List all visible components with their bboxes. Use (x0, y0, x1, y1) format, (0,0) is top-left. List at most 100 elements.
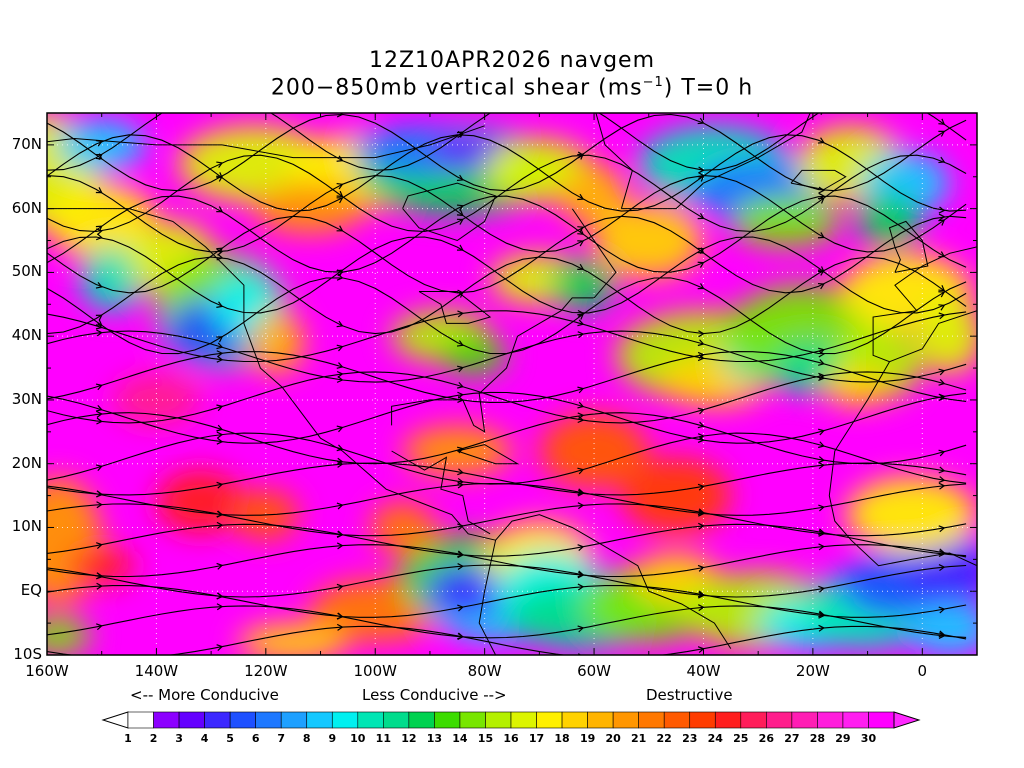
streamline-arrow (577, 489, 585, 497)
colorbar-swatch (638, 711, 665, 729)
streamline-arrow (697, 283, 705, 290)
streamline-arrow (577, 401, 585, 409)
streamline-arrow (456, 446, 464, 454)
colorbar-swatch (587, 711, 614, 729)
streamline-arrow (577, 544, 585, 552)
colorbar-label: 9 (328, 732, 337, 745)
streamline-arrow (818, 428, 825, 436)
streamline-arrow (336, 320, 344, 328)
plot-frame (46, 112, 978, 656)
streamline-arrow (698, 166, 705, 174)
streamline-arrow (336, 623, 344, 631)
streamline-arrow (336, 155, 344, 162)
streamline-arrow (336, 225, 344, 232)
streamline-arrow (95, 404, 103, 412)
legend-destructive: Destructive (646, 686, 733, 704)
chart-title-line1: 12Z10APR2026 navgem (368, 48, 656, 73)
coastline (391, 450, 491, 535)
streamline-arrow (336, 375, 344, 383)
colorbar-swatch (434, 711, 461, 729)
streamline-arrow (457, 632, 464, 641)
streamline-arrow (96, 623, 103, 631)
streamline-arrow (457, 563, 464, 571)
streamline (47, 523, 967, 557)
streamline-arrow (216, 481, 224, 489)
y-axis-label: 50N (11, 262, 42, 281)
colorbar-swatch (766, 711, 793, 729)
streamline-arrow (216, 248, 224, 256)
colorbar-swatch (868, 711, 895, 729)
streamline-arrow (95, 139, 103, 147)
streamline-arrow (938, 284, 946, 292)
y-axis-label: EQ (20, 581, 42, 600)
shear-blob (730, 195, 841, 247)
colorbar-swatch (229, 711, 256, 729)
streamline-arrow (96, 490, 103, 498)
colorbar-swatch (383, 711, 410, 729)
colorbar-label: 13 (426, 732, 443, 745)
colorbar-swatch (663, 711, 691, 729)
streamline-arrow (818, 186, 825, 194)
colorbar-label: 5 (226, 732, 234, 745)
streamline (47, 256, 967, 335)
streamline-arrow (96, 542, 103, 549)
streamline-arrow (577, 416, 585, 424)
streamline-arrow (938, 631, 946, 639)
colorbar-label: 29 (835, 732, 851, 745)
streamline-arrow (216, 253, 224, 261)
colorbar-label: 1 (124, 732, 132, 745)
title2-prefix: 200−850mb vertical shear (ms (270, 75, 643, 101)
streamline-arrow (456, 340, 464, 347)
streamline-arrow (577, 331, 585, 339)
coastline (790, 169, 847, 191)
y-axis-label: 10S (13, 645, 42, 663)
streamline-arrow (577, 625, 585, 633)
streamline-arrow (938, 482, 946, 490)
streamline-arrow (938, 213, 946, 221)
streamline-arrow (336, 269, 344, 277)
shear-blob (238, 623, 348, 655)
shear-blob (823, 368, 890, 407)
streamline-arrow (938, 118, 946, 125)
chart-title-line2: 200−850mb vertical shear (ms−1) T=0 h (0, 75, 1024, 100)
streamline (47, 585, 967, 618)
streamline-arrow (818, 462, 825, 470)
shear-blob (68, 546, 135, 585)
shear-blob (79, 246, 146, 311)
streamline-arrow (577, 240, 585, 247)
streamline-arrow (577, 571, 585, 579)
streamline (47, 175, 967, 253)
streamline (47, 371, 967, 424)
streamline-arrow (938, 291, 946, 298)
x-axis-label: 140W (134, 662, 179, 680)
streamline-arrow (697, 261, 705, 268)
streamline-arrow (336, 444, 344, 452)
streamline-arrow (456, 174, 464, 182)
coastline (828, 361, 977, 567)
streamline-arrow (336, 190, 344, 198)
streamline-arrow (457, 365, 464, 373)
streamline-arrow (938, 156, 946, 164)
streamline-arrow (96, 572, 103, 580)
colorbar-label: 23 (682, 732, 698, 745)
shear-blob (845, 476, 977, 553)
colorbar-swatch (127, 711, 154, 729)
streamline-arrow (95, 282, 103, 289)
streamline (47, 113, 967, 192)
coastline (47, 208, 496, 541)
streamline-arrow (697, 483, 705, 491)
streamline-arrow (938, 564, 946, 572)
streamline (47, 564, 967, 598)
shear-blob (621, 457, 731, 534)
streamline-arrow (456, 218, 464, 225)
streamline-arrow (577, 153, 585, 160)
colorbar-label: 12 (401, 732, 417, 745)
colorbar-swatch (510, 711, 537, 729)
streamline-arrow (818, 374, 825, 382)
streamline-arrow (697, 175, 705, 182)
streamline-arrow (336, 502, 344, 510)
streamline-arrow (818, 441, 825, 449)
y-axis-label: 10N (11, 517, 42, 536)
streamline-arrow (697, 339, 705, 347)
streamline (47, 351, 967, 403)
